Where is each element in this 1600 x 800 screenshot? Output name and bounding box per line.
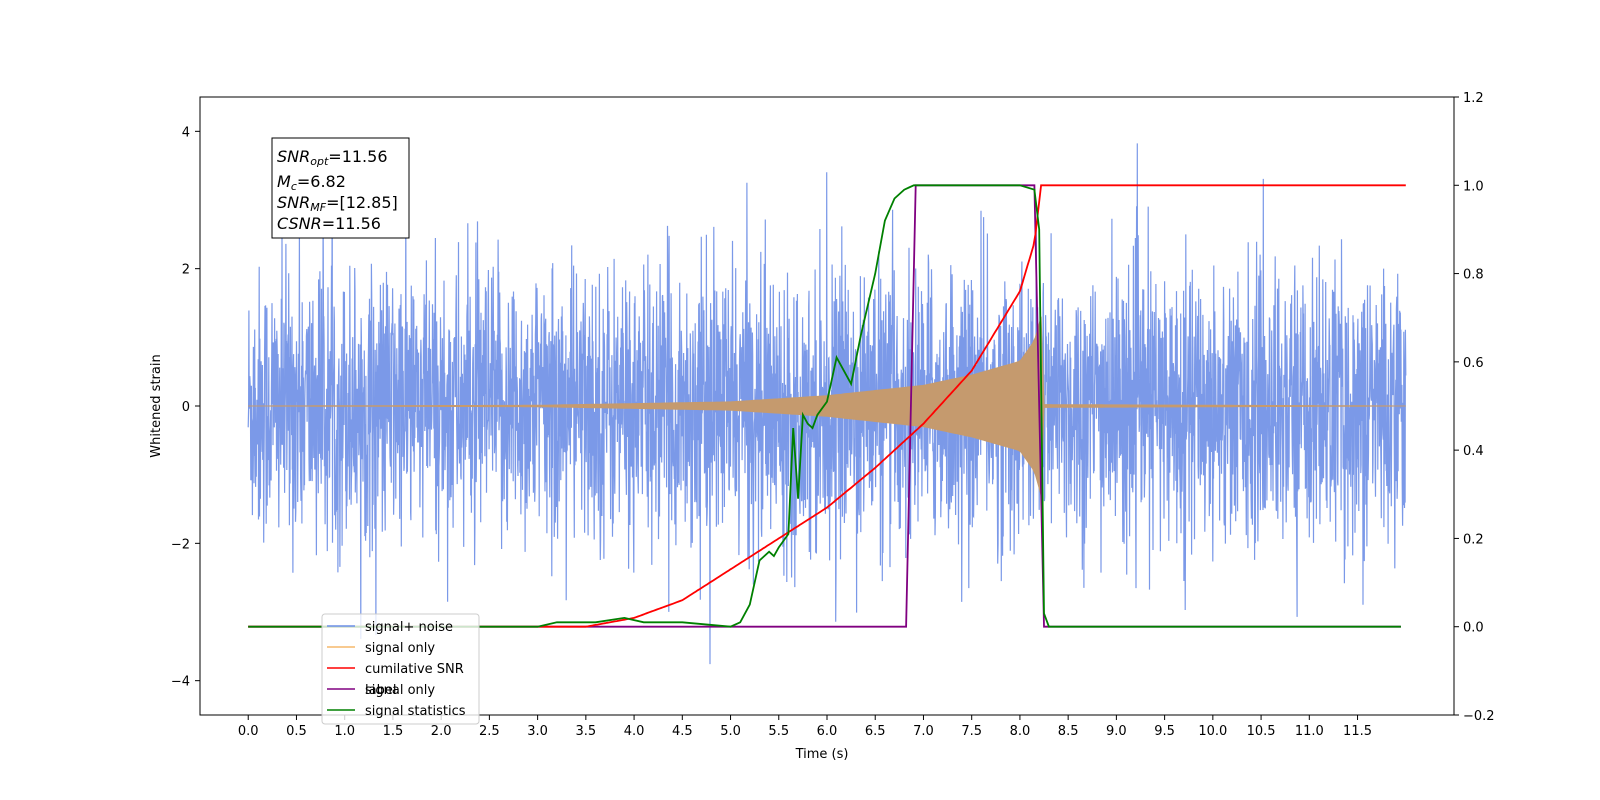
x-tick-label: 11.0 — [1295, 724, 1324, 739]
legend-label-signal-statistics: signal statistics — [365, 704, 466, 719]
y2-tick-label: 1.0 — [1463, 179, 1484, 194]
legend-label-signal-noise: signal+ noise — [365, 620, 453, 635]
signal-only-line — [248, 316, 1406, 496]
x-tick-label: 0.0 — [238, 724, 259, 739]
y2-tick-label: 1.2 — [1463, 91, 1484, 106]
y2-tick-label: 0.4 — [1463, 444, 1484, 459]
legend: signal+ noise signal only cumilative SNR… — [321, 613, 480, 725]
y-tick-label: 4 — [182, 125, 190, 140]
x-tick-label: 3.5 — [576, 724, 597, 739]
y2-tick-label: 0.0 — [1463, 621, 1484, 636]
x-axis-label: Time (s) — [795, 747, 849, 762]
x-tick-label: 8.5 — [1058, 724, 1079, 739]
x-tick-label: 4.5 — [672, 724, 693, 739]
x-tick-label: 10.0 — [1198, 724, 1227, 739]
snr-mf-stat: SNRMF=[12.85] — [277, 193, 398, 214]
x-tick-label: 7.0 — [913, 724, 934, 739]
x-axis: 0.0 0.5 1.0 1.5 2.0 2.5 3.0 3.5 4.0 4.5 5.0 5.5 6.0 6… — [238, 715, 1372, 739]
series-layer — [247, 143, 1407, 665]
y2-tick-label: 0.6 — [1463, 356, 1484, 371]
x-tick-label: 3.0 — [527, 724, 548, 739]
x-tick-label: 7.5 — [961, 724, 982, 739]
y-axis-right: 1.2 1.0 0.8 0.6 0.4 0.2 0.0 −0.2 — [1454, 91, 1495, 724]
legend-label-ghost: signal only — [365, 683, 435, 698]
legend-label-cumulative-snr: cumilative SNR — [365, 662, 464, 677]
snr-opt-stat: SNRopt=11.56 — [277, 147, 388, 168]
x-tick-label: 6.5 — [865, 724, 886, 739]
y-axis-label: Whitened strain — [149, 354, 164, 457]
x-tick-label: 9.5 — [1154, 724, 1175, 739]
legend-label-signal-only: signal only — [365, 641, 435, 656]
y-axis-left: 4 2 0 −2 −4 — [171, 125, 200, 690]
y-tick-label: −2 — [171, 537, 190, 552]
x-tick-label: 4.0 — [624, 724, 645, 739]
stats-box: SNRopt=11.56 Mc=6.82 SNRMF=[12.85] CSNR=… — [271, 137, 410, 239]
y2-tick-label: 0.2 — [1463, 532, 1484, 547]
x-tick-label: 11.5 — [1343, 724, 1372, 739]
x-tick-label: 8.0 — [1010, 724, 1031, 739]
x-tick-label: 9.0 — [1106, 724, 1127, 739]
x-tick-label: 5.5 — [768, 724, 789, 739]
x-tick-label: 1.5 — [383, 724, 404, 739]
x-tick-label: 0.5 — [286, 724, 307, 739]
legend-label-label: label — [365, 683, 396, 698]
signal-statistics-line — [248, 184, 1401, 628]
x-tick-label: 1.0 — [334, 724, 355, 739]
y-tick-label: −4 — [171, 675, 190, 690]
y-tick-label: 2 — [182, 263, 190, 278]
chirp-mass-stat: Mc=6.82 — [277, 172, 346, 193]
x-tick-label: 10.5 — [1247, 724, 1276, 739]
x-tick-label: 2.0 — [431, 724, 452, 739]
csnr-stat: CSNR=11.56 — [277, 214, 381, 233]
y2-tick-label: 0.8 — [1463, 268, 1484, 283]
x-tick-label: 2.5 — [479, 724, 500, 739]
x-tick-label: 5.0 — [720, 724, 741, 739]
y2-tick-label: −0.2 — [1463, 709, 1495, 724]
x-tick-label: 6.0 — [817, 724, 838, 739]
y-tick-label: 0 — [182, 400, 190, 415]
